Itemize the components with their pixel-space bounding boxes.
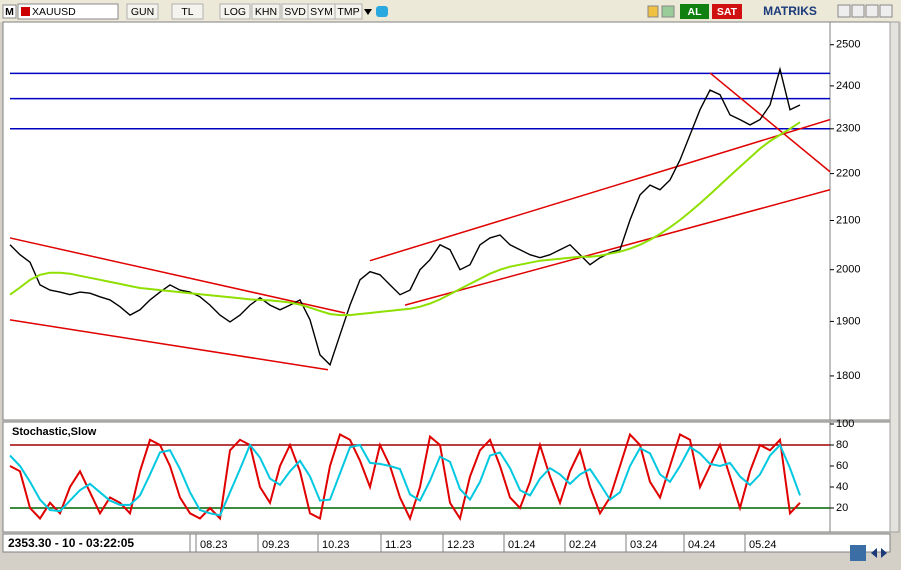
y-tick-label: 100 — [836, 418, 854, 430]
toolbar-button-label: LOG — [224, 6, 246, 18]
series-line — [9, 443, 801, 517]
alarm-icon[interactable] — [647, 5, 659, 18]
toolbar-button-label: KHN — [255, 6, 277, 18]
toolbar-button[interactable] — [171, 3, 204, 20]
y-tick-label: 2000 — [836, 264, 860, 276]
x-tick-label: 05.24 — [749, 539, 777, 551]
symbol-box[interactable] — [17, 3, 119, 20]
x-tick-label: 11.23 — [385, 539, 412, 551]
toolbar-buttons: GUN TL LOG KHN SVD SYM TMP — [126, 3, 363, 20]
minimize-button[interactable] — [837, 4, 851, 18]
y-tick-label: 2300 — [836, 123, 860, 135]
y-tick-label: 20 — [836, 502, 848, 514]
brand: MATRIKS — [763, 4, 817, 18]
y-tick-label: 2400 — [836, 80, 860, 92]
y-tick-label: 2100 — [836, 214, 860, 226]
x-tick-label: 02.24 — [569, 539, 597, 551]
scroll-left[interactable] — [871, 548, 877, 558]
scroll-right[interactable] — [881, 548, 887, 558]
toolbar-button[interactable] — [219, 3, 251, 20]
trend-line — [709, 72, 830, 173]
stoch-panel — [2, 421, 831, 533]
series-line — [9, 66, 801, 367]
indicator-title: Stochastic,Slow — [12, 426, 97, 438]
x-tick-label: 10.23 — [322, 539, 350, 551]
dropdown-arrow[interactable] — [364, 9, 372, 15]
y-tick-label: 2200 — [836, 168, 860, 180]
toolbar-button[interactable] — [334, 3, 363, 20]
trend-line — [9, 319, 329, 371]
maximize-button[interactable] — [851, 4, 865, 18]
status-text: 2353.30 - 10 - 03:22:05 — [8, 536, 134, 550]
series-line — [9, 121, 801, 317]
price-axis-panel — [829, 21, 891, 421]
y-tick-label: 1800 — [836, 370, 860, 382]
x-tick-label: 09.23 — [262, 539, 290, 551]
restore-button[interactable] — [865, 4, 879, 18]
toolbar-button-label: SVD — [284, 6, 306, 18]
sell-button[interactable] — [712, 4, 742, 19]
stoch-axis-panel — [829, 421, 891, 533]
logo-box[interactable] — [2, 4, 17, 19]
scrollbar[interactable] — [889, 21, 900, 533]
trend-line — [369, 118, 830, 262]
toolbar-button[interactable] — [126, 3, 159, 20]
symbol: XAUUSD — [32, 6, 76, 18]
x-tick-label: 01.24 — [508, 539, 536, 551]
trend-line — [404, 189, 830, 306]
y-tick-label: 60 — [836, 460, 848, 472]
series-line — [9, 432, 801, 522]
x-tick-label: 04.24 — [688, 539, 716, 551]
symbol-icon — [21, 7, 30, 16]
plot-area — [9, 66, 830, 371]
y-tick-label: 1900 — [836, 315, 860, 327]
order-icon[interactable] — [661, 5, 675, 18]
share-icon[interactable] — [376, 6, 388, 17]
buy-label: AL — [688, 6, 703, 18]
time-axis-bar — [2, 533, 891, 553]
logo: M — [5, 6, 14, 18]
x-tick-label: 12.23 — [447, 539, 475, 551]
buy-button[interactable] — [680, 4, 709, 19]
trend-line — [9, 237, 346, 314]
toolbar-button-label: TMP — [337, 6, 359, 18]
toolbar-button-label: GUN — [131, 6, 154, 18]
x-tick-label: 08.23 — [200, 539, 228, 551]
toolbar-button-label: SYM — [310, 6, 333, 18]
close-button[interactable] — [879, 4, 893, 18]
x-tick-label: 03.24 — [630, 539, 658, 551]
y-tick-label: 80 — [836, 439, 848, 451]
price-panel — [2, 21, 831, 421]
plot-area — [9, 432, 830, 522]
sync-button[interactable] — [850, 545, 866, 561]
y-tick-label: 2500 — [836, 39, 860, 51]
y-tick-label: 40 — [836, 481, 848, 493]
toolbar-button-label: TL — [181, 6, 193, 18]
sell-label: SAT — [717, 6, 738, 18]
toolbar-button[interactable] — [251, 3, 281, 20]
